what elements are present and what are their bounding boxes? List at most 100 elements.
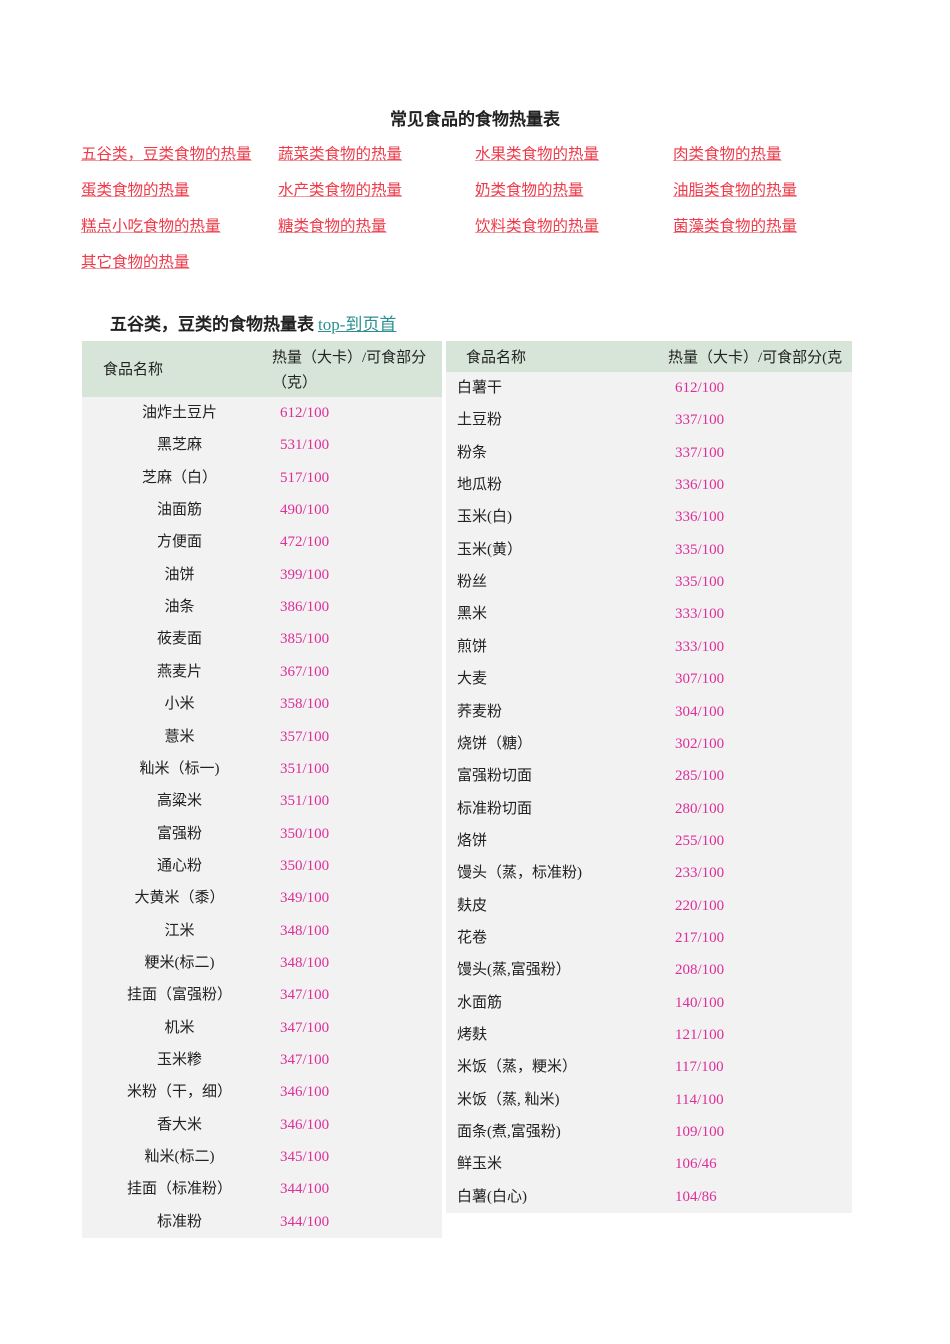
food-name: 馒头(蒸,富强粉） — [457, 962, 571, 979]
calorie-value: 358/100 — [280, 696, 330, 713]
table-row: 白薯干 612/100 — [446, 372, 852, 404]
food-name: 籼米（标一) — [139, 760, 220, 777]
nav-link-fruits[interactable]: 水果类食物的热量 — [475, 146, 600, 163]
table-row: 鲜玉米 106/46 — [446, 1148, 852, 1180]
nav-link-oils[interactable]: 油脂类食物的热量 — [673, 182, 798, 199]
nav-link-drinks[interactable]: 饮料类食物的热量 — [475, 218, 600, 235]
food-name: 黑芝麻 — [156, 437, 202, 454]
back-to-top-link[interactable]: top-到页首 — [318, 315, 397, 334]
food-name: 油饼 — [164, 566, 195, 583]
food-name: 挂面（标准粉） — [126, 1181, 232, 1198]
calorie-value: 114/100 — [675, 1091, 724, 1108]
food-name: 薏米 — [164, 728, 195, 745]
table-row: 粉丝 335/100 — [446, 566, 852, 598]
food-name: 油面筋 — [156, 502, 202, 519]
calorie-value: 140/100 — [675, 994, 725, 1011]
table-row: 机米 347/100 — [82, 1012, 442, 1044]
food-name: 粉条 — [457, 444, 488, 461]
table-row: 煎饼 333/100 — [446, 631, 852, 663]
food-name: 香大米 — [156, 1116, 202, 1133]
nav-link-eggs[interactable]: 蛋类食物的热量 — [81, 182, 190, 199]
table-row: 地瓜粉 336/100 — [446, 469, 852, 501]
nav-link-grains[interactable]: 五谷类，豆类食物的热量 — [81, 146, 252, 163]
table-row: 米饭（蒸，粳米） 117/100 — [446, 1051, 852, 1083]
table-row: 油条 386/100 — [82, 591, 442, 623]
table-row: 薏米 357/100 — [82, 721, 442, 753]
header-food-name: 食品名称 — [466, 350, 527, 366]
calorie-value: 285/100 — [675, 768, 725, 785]
calorie-value: 335/100 — [675, 574, 725, 591]
nav-link-fungi[interactable]: 菌藻类食物的热量 — [673, 218, 798, 235]
table-row: 油炸土豆片 612/100 — [82, 397, 442, 429]
food-name: 地瓜粉 — [457, 477, 503, 494]
food-name: 燕麦片 — [156, 663, 202, 680]
food-name: 馒头（蒸，标准粉) — [457, 865, 582, 882]
nav-link-others[interactable]: 其它食物的热量 — [81, 254, 190, 271]
table-row: 油面筋 490/100 — [82, 494, 442, 526]
calorie-value: 348/100 — [280, 922, 330, 939]
nav-link-seafood[interactable]: 水产类食物的热量 — [278, 182, 403, 199]
calorie-value: 255/100 — [675, 832, 725, 849]
table-row: 米饭（蒸, 籼米) 114/100 — [446, 1084, 852, 1116]
table-row: 芝麻（白） 517/100 — [82, 462, 442, 494]
food-name: 黑米 — [457, 606, 488, 623]
food-name: 标准粉切面 — [457, 800, 533, 817]
calorie-value: 517/100 — [280, 469, 330, 486]
food-name: 煎饼 — [457, 638, 488, 655]
calorie-value: 337/100 — [675, 412, 725, 429]
table-row: 油饼 399/100 — [82, 559, 442, 591]
calorie-value: 385/100 — [280, 631, 330, 648]
calorie-value: 347/100 — [280, 1052, 330, 1068]
nav-link-snacks[interactable]: 糕点小吃食物的热量 — [81, 218, 221, 235]
calorie-value: 337/100 — [675, 444, 725, 461]
nav-link-sugar[interactable]: 糖类食物的热量 — [278, 218, 387, 235]
calorie-value: 333/100 — [675, 606, 725, 623]
table-row: 通心粉 350/100 — [82, 850, 442, 882]
page-title: 常见食品的食物热量表 — [390, 110, 560, 130]
food-name: 高粱米 — [156, 793, 202, 810]
food-name: 土豆粉 — [457, 412, 503, 429]
food-name: 玉米(黄） — [457, 541, 522, 558]
table-row: 标准粉 344/100 — [82, 1206, 442, 1238]
table-header: 食品名称 热量（大卡）/可食部分 （克） — [82, 341, 442, 397]
food-name: 油条 — [164, 599, 195, 616]
food-name: 米饭（蒸，粳米） — [457, 1059, 578, 1076]
calorie-value: 367/100 — [280, 663, 330, 680]
calorie-value: 280/100 — [675, 800, 725, 817]
nav-link-dairy[interactable]: 奶类食物的热量 — [475, 182, 584, 199]
food-name: 麸皮 — [457, 897, 488, 914]
calorie-value: 345/100 — [280, 1149, 330, 1166]
calorie-value: 335/100 — [675, 541, 725, 558]
header-calories-unit: （克） — [272, 375, 318, 391]
table-row: 莜麦面 385/100 — [82, 623, 442, 655]
left-calorie-table: 食品名称 热量（大卡）/可食部分 （克） 油炸土豆片 612/100 黑芝麻 531/… — [82, 341, 442, 1238]
food-name: 方便面 — [156, 534, 202, 551]
calorie-value: 346/100 — [280, 1116, 330, 1133]
calorie-value: 351/100 — [280, 793, 330, 810]
nav-link-vegetables[interactable]: 蔬菜类食物的热量 — [278, 146, 403, 163]
nav-link-meat[interactable]: 肉类食物的热量 — [673, 146, 782, 163]
food-name: 烤麸 — [457, 1027, 488, 1043]
calorie-value: 233/100 — [675, 865, 725, 882]
header-calories: 热量（大卡）/可食部分(克 — [668, 350, 843, 366]
food-name: 标准粉 — [156, 1213, 202, 1230]
table-row: 富强粉切面 285/100 — [446, 760, 852, 792]
food-name: 油炸土豆片 — [141, 405, 217, 421]
table-row: 粉条 337/100 — [446, 437, 852, 469]
table-row: 荞麦粉 304/100 — [446, 696, 852, 728]
calorie-value: 121/100 — [675, 1027, 725, 1043]
calorie-value: 208/100 — [675, 962, 725, 979]
food-name: 面条(煮,富强粉) — [457, 1124, 561, 1141]
table-row: 燕麦片 367/100 — [82, 656, 442, 688]
table-row: 土豆粉 337/100 — [446, 404, 852, 436]
table-row: 米粉（干，细） 346/100 — [82, 1076, 442, 1108]
calorie-value: 117/100 — [675, 1059, 724, 1076]
calorie-value: 344/100 — [280, 1181, 330, 1198]
table-row: 黑芝麻 531/100 — [82, 429, 442, 461]
food-name: 粳米(标二) — [144, 954, 215, 971]
calorie-value: 336/100 — [675, 509, 725, 526]
food-name: 玉米糁 — [156, 1052, 202, 1068]
food-name: 大黄米（黍） — [134, 890, 225, 907]
food-name: 籼米(标二) — [144, 1149, 215, 1166]
calorie-value: 612/100 — [675, 380, 725, 396]
